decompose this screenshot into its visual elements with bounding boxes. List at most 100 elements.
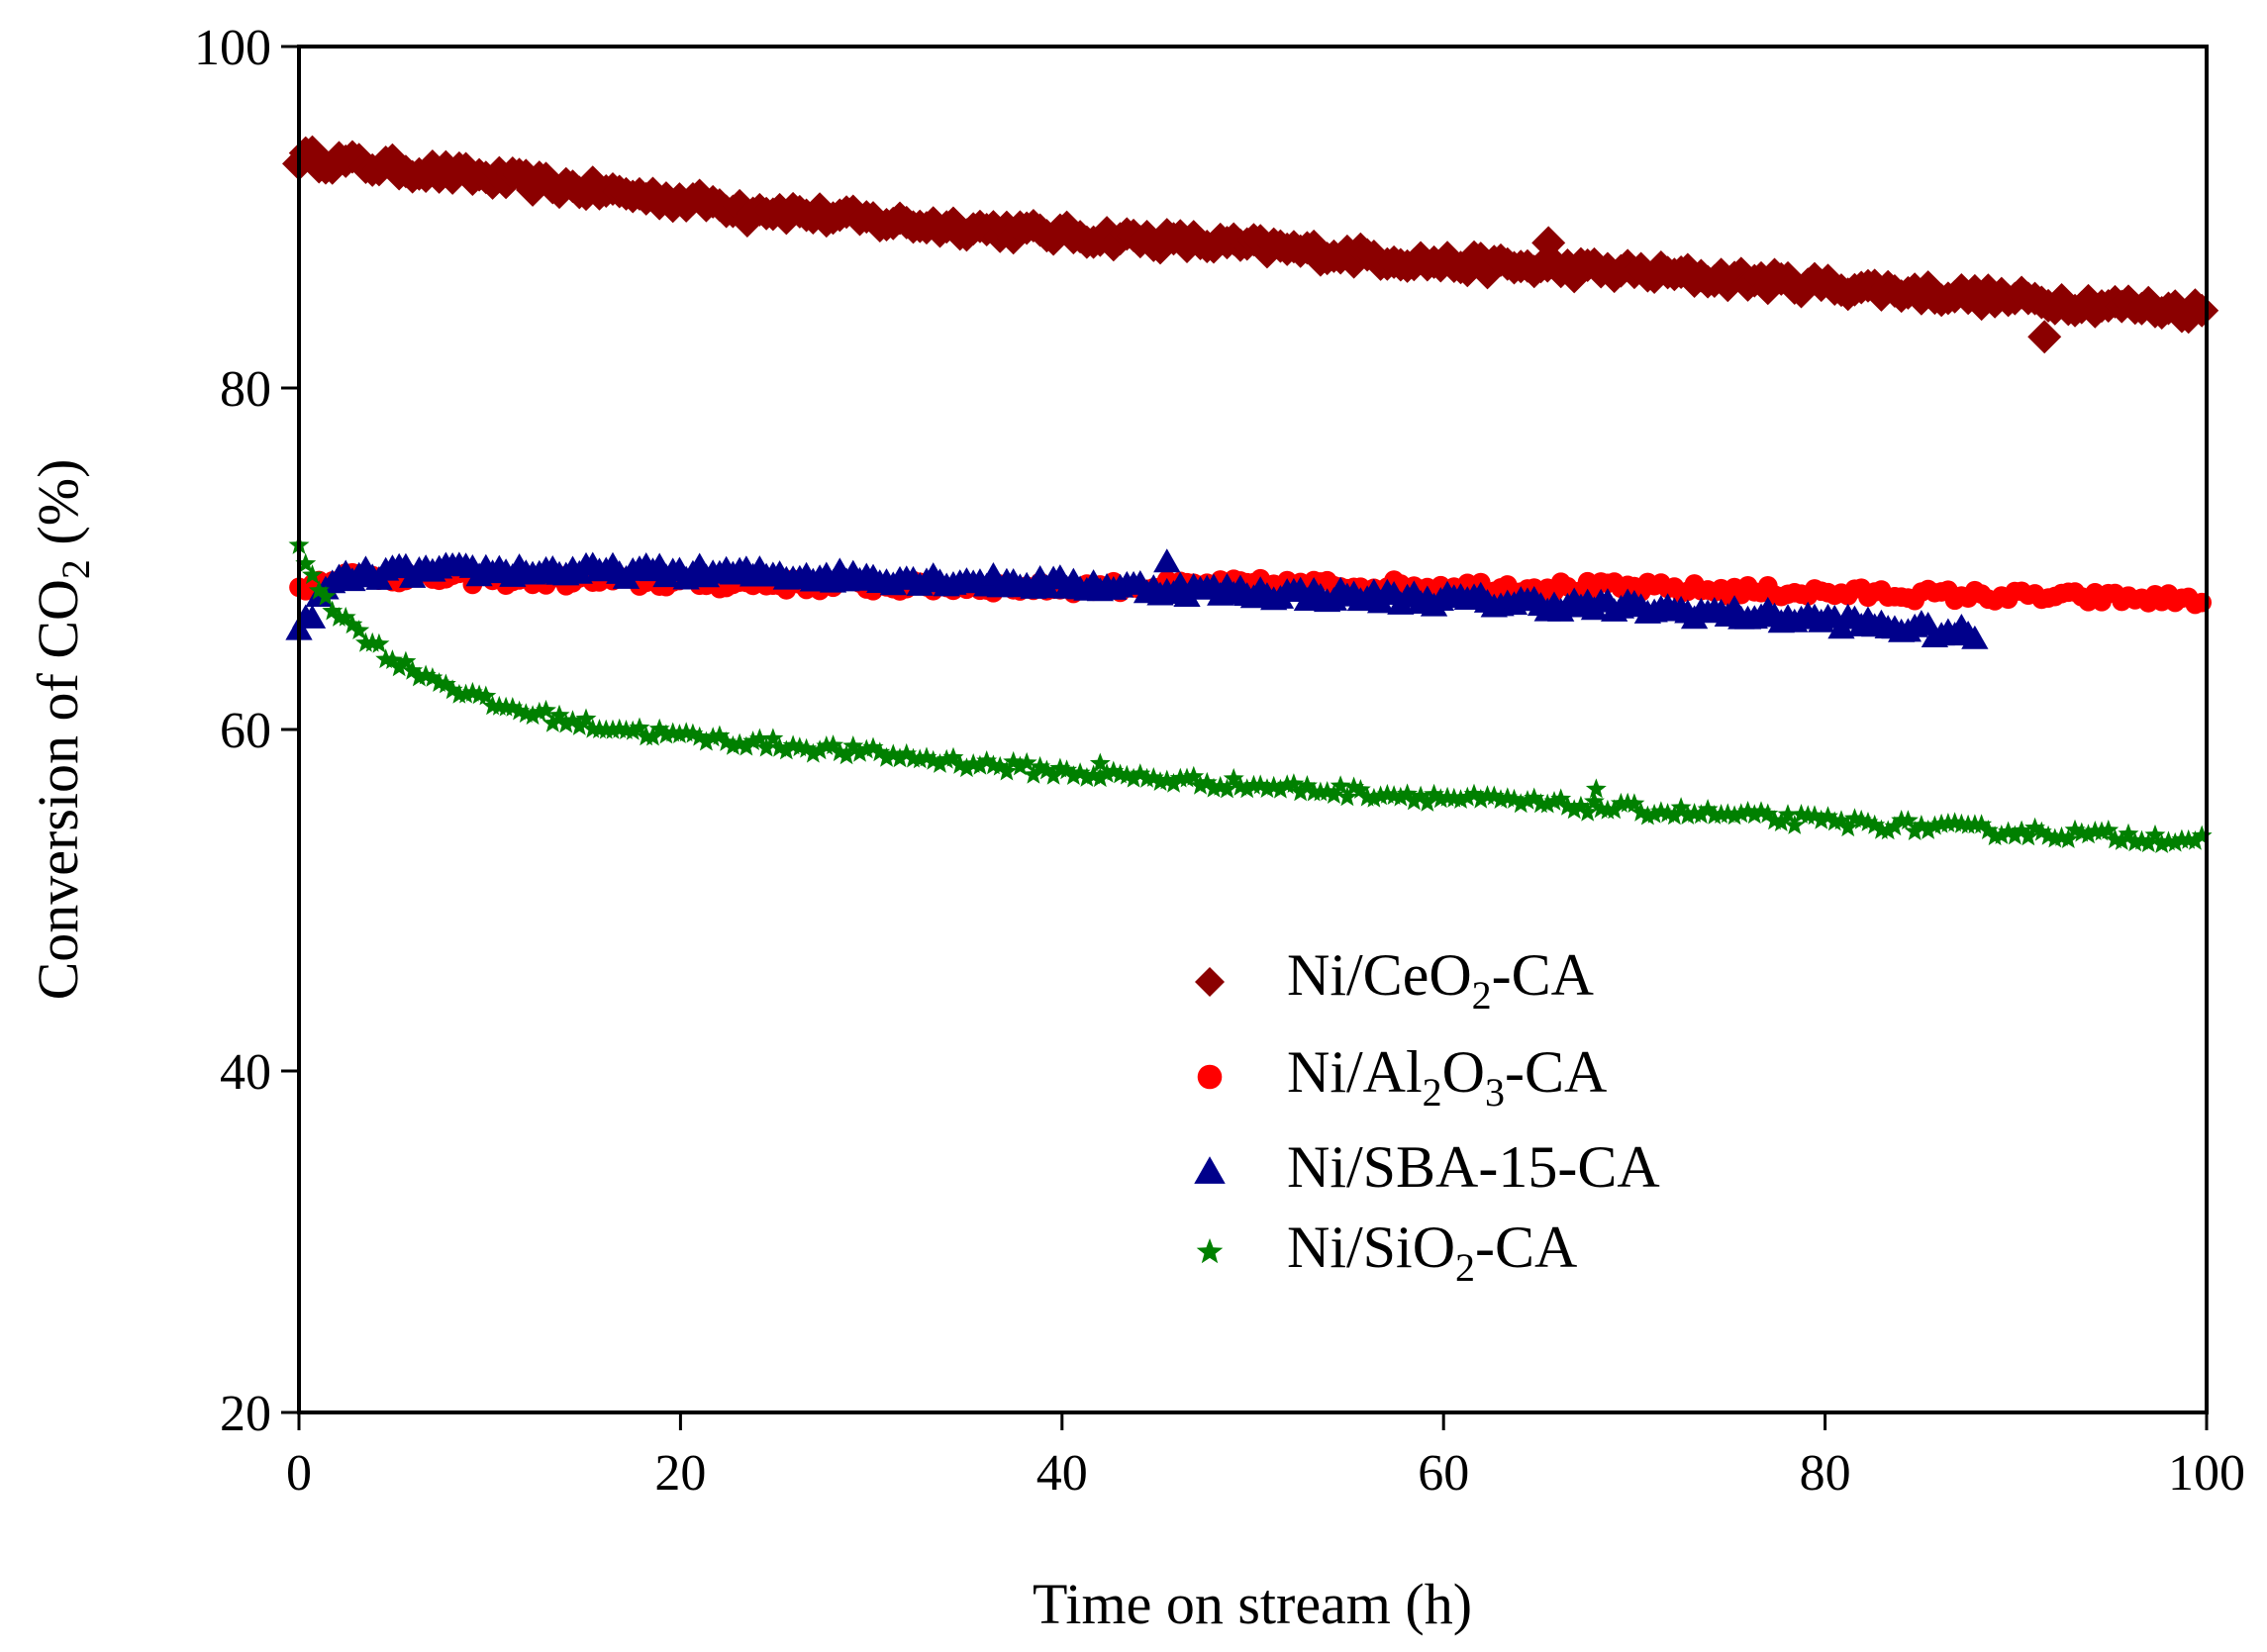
data-point <box>889 747 911 768</box>
data-point <box>388 656 410 677</box>
y-tick-label: 20 <box>220 1386 271 1442</box>
data-point <box>1877 820 1899 840</box>
data-point <box>415 664 437 685</box>
data-point <box>2137 832 2159 853</box>
data-point <box>602 719 624 739</box>
data-point <box>1089 767 1111 788</box>
data-point <box>949 754 971 774</box>
data-point <box>730 203 764 238</box>
data-point <box>536 699 556 720</box>
data-point <box>408 666 430 687</box>
data-point <box>455 683 477 704</box>
data-point <box>936 748 957 769</box>
x-tick-label: 80 <box>1800 1445 1851 1502</box>
data-point <box>1069 762 1091 782</box>
data-point <box>755 736 777 757</box>
data-point <box>930 753 950 773</box>
data-point <box>1677 805 1699 825</box>
data-point <box>368 632 390 653</box>
data-point <box>2151 833 2173 853</box>
data-point <box>1743 804 1765 825</box>
data-point <box>1336 786 1358 807</box>
data-point <box>1724 805 1745 826</box>
data-point <box>842 735 864 755</box>
data-point <box>1003 750 1025 771</box>
data-point <box>1056 759 1078 780</box>
data-point <box>2185 293 2219 328</box>
data-point <box>1624 793 1645 814</box>
data-point <box>1317 781 1338 801</box>
legend-label-ceo2-sub: 2 <box>1472 973 1492 1018</box>
data-point <box>1630 802 1652 822</box>
data-point <box>849 741 870 762</box>
data-point <box>1163 772 1184 793</box>
data-point <box>1543 791 1565 811</box>
data-point <box>555 713 577 733</box>
data-point <box>1390 786 1412 807</box>
data-point <box>1991 825 2013 844</box>
data-point <box>422 667 444 687</box>
data-point <box>542 712 563 732</box>
data-point <box>689 726 711 746</box>
data-point <box>836 744 857 765</box>
data-point <box>1536 793 1558 814</box>
data-point <box>2091 821 2113 841</box>
data-point <box>1429 788 1451 809</box>
data-point <box>1864 814 1886 834</box>
data-point <box>1203 777 1225 798</box>
data-point <box>702 727 724 747</box>
legend-item-al2o3: Ni/Al2O3-CA <box>1197 1039 1607 1115</box>
data-point <box>1777 804 1799 824</box>
data-point <box>435 673 456 694</box>
data-point <box>1183 765 1205 786</box>
data-point <box>1577 801 1599 822</box>
y-tick-label: 60 <box>220 703 271 759</box>
data-point <box>682 723 704 743</box>
data-point <box>629 717 650 737</box>
data-point <box>909 748 931 769</box>
data-point <box>2098 820 2119 839</box>
data-point <box>562 710 583 730</box>
data-point <box>568 716 590 735</box>
data-point <box>1923 815 1945 835</box>
data-point <box>1504 788 1525 809</box>
data-point <box>1009 755 1031 776</box>
data-point <box>1417 792 1438 812</box>
data-point <box>1103 760 1125 781</box>
data-point <box>1818 806 1838 826</box>
data-point <box>762 728 784 748</box>
legend-label-ceo2-end: -CA <box>1492 942 1594 1008</box>
data-point <box>1930 813 1952 833</box>
x-tick-label: 40 <box>1036 1445 1088 1502</box>
data-point <box>709 725 731 745</box>
data-point <box>1961 625 1989 649</box>
x-tick-label: 20 <box>654 1445 706 1502</box>
legend-label-sio2: Ni/SiO2-CA <box>1287 1215 1577 1290</box>
data-point <box>655 724 677 744</box>
legend-label-sba15-main: Ni/SBA-15-CA <box>1287 1134 1660 1200</box>
data-point <box>548 704 570 725</box>
data-point <box>1884 816 1906 836</box>
data-point <box>2004 825 2025 845</box>
data-point <box>996 760 1018 781</box>
legend-label-al2o3-end: -CA <box>1505 1039 1607 1105</box>
data-point <box>1336 244 1371 279</box>
data-point <box>1263 775 1285 796</box>
x-tick-label: 100 <box>2168 1445 2245 1502</box>
data-point <box>1690 804 1712 825</box>
data-point <box>461 681 483 702</box>
data-point <box>1911 815 1932 834</box>
legend-marker-sio2 <box>1196 1238 1224 1264</box>
data-point <box>2124 831 2146 852</box>
plot-series <box>282 135 2219 853</box>
data-point <box>748 728 770 748</box>
data-point <box>942 746 964 767</box>
data-point <box>2131 829 2152 850</box>
data-point <box>1643 803 1665 824</box>
data-point <box>2024 817 2045 837</box>
data-point <box>1711 804 1731 824</box>
data-point <box>1524 787 1545 808</box>
data-point <box>1704 805 1725 825</box>
data-point <box>716 731 738 751</box>
y-axis-title-subscript: 2 <box>53 559 98 579</box>
